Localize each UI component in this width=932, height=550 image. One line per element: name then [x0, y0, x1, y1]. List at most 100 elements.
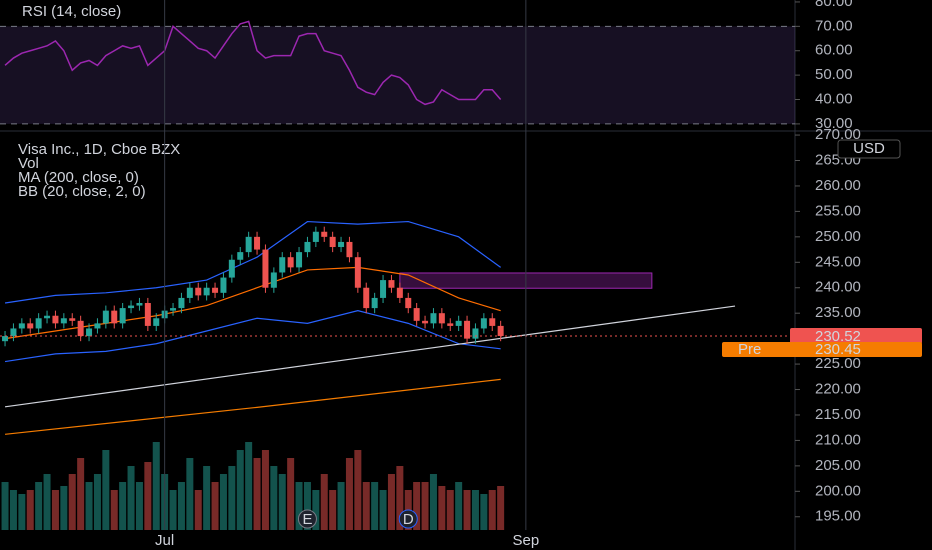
candle-body [363, 287, 370, 309]
y-tick-label: 200.00 [815, 482, 861, 499]
candle-body [212, 287, 219, 293]
volume-bar [152, 442, 160, 530]
volume-bar [455, 482, 463, 530]
volume-bar [1, 482, 9, 530]
volume-bar [186, 458, 194, 530]
last-price-tag [790, 327, 922, 344]
candle-body [287, 257, 294, 268]
volume-bar [211, 482, 219, 530]
candle-body [44, 315, 51, 319]
volume-bar [354, 450, 362, 530]
candle-body [52, 315, 59, 324]
volume-bar [421, 482, 429, 530]
candle-body [77, 320, 84, 337]
candle-body [111, 310, 118, 324]
candle-body [405, 297, 412, 309]
candle-body [338, 241, 345, 248]
y-tick-label: 215.00 [815, 406, 861, 423]
last-price-label: 230.52 [815, 328, 861, 345]
y-tick-label: 50.00 [815, 66, 853, 83]
rsi-line [4, 20, 502, 106]
currency[interactable]: USD [853, 140, 885, 157]
volume-bar [236, 450, 244, 530]
candle-body [245, 236, 252, 253]
candle-body [144, 303, 151, 326]
candle-body [447, 323, 454, 326]
candle-body [497, 325, 504, 336]
volume-bar [287, 458, 295, 530]
volume-bar [488, 490, 496, 530]
volume-bar [110, 490, 118, 530]
x-tick-label: Jul [155, 532, 174, 549]
y-tick-label: 270.00 [815, 126, 861, 143]
volume-bar [345, 458, 353, 530]
event-marker[interactable] [398, 509, 418, 529]
volume-bar [228, 466, 236, 530]
y-tick-label: 225.00 [815, 355, 861, 372]
volume-bar [497, 486, 505, 530]
y-tick-label: 245.00 [815, 253, 861, 270]
volume-bar [278, 474, 286, 530]
volume-bar [85, 482, 93, 530]
volume-bar [68, 474, 76, 530]
volume-bar [303, 482, 311, 530]
volume-bar [320, 474, 328, 530]
candle-body [94, 323, 101, 329]
volume-bar [245, 442, 253, 530]
currency-box[interactable] [837, 139, 901, 159]
y-tick-label: 260.00 [815, 177, 861, 194]
candle-body [371, 297, 378, 309]
candle-body [128, 305, 135, 309]
volume-bar [429, 474, 437, 530]
event-label[interactable]: D [403, 511, 414, 528]
candle-body [346, 241, 353, 258]
bb-lower [4, 310, 501, 363]
candle-body [2, 336, 9, 342]
candle-body [170, 308, 177, 311]
event-label[interactable]: E [302, 511, 312, 528]
volume-bar [471, 490, 479, 530]
volume-bar [60, 486, 68, 530]
price-axis: 80.0070.0060.0050.0040.0030.00270.00265.… [795, 0, 861, 525]
volume-bar [396, 466, 404, 530]
volume-bar [93, 474, 101, 530]
volume-bar [379, 490, 387, 530]
ma-line [4, 378, 501, 435]
rsi-band [0, 26, 795, 124]
volume-bar [253, 458, 261, 530]
candle-body [69, 318, 76, 321]
y-tick-label: 80.00 [815, 0, 853, 10]
trendline [4, 305, 736, 408]
volume-bar [43, 474, 51, 530]
candle-body [203, 287, 210, 296]
candle-body [220, 277, 227, 293]
candle-body [178, 297, 185, 309]
volume-bar [337, 482, 345, 530]
volume-bar [102, 450, 110, 530]
volume-bar [312, 490, 320, 530]
candle-body [35, 318, 42, 329]
candle-body [304, 241, 311, 253]
candle-body [254, 236, 261, 250]
volume-bar [194, 490, 202, 530]
y-tick-label: 255.00 [815, 202, 861, 219]
candle-body [354, 257, 361, 288]
volume-bar [413, 482, 421, 530]
volume-bar [446, 490, 454, 530]
premarket-tag [722, 341, 922, 357]
y-tick-label: 240.00 [815, 279, 861, 296]
candle-body [438, 313, 445, 324]
candle-body [380, 280, 387, 298]
candle-body [18, 323, 25, 329]
candle-body [455, 320, 462, 326]
candle-body [119, 308, 126, 324]
y-tick-label: 70.00 [815, 17, 853, 34]
candle-body [27, 323, 34, 329]
y-tick-label: 250.00 [815, 228, 861, 245]
event-marker[interactable] [297, 509, 317, 529]
y-tick-label: 220.00 [815, 380, 861, 397]
volume-bar [177, 482, 185, 530]
bb-upper [4, 220, 502, 304]
candle-body [228, 259, 235, 278]
